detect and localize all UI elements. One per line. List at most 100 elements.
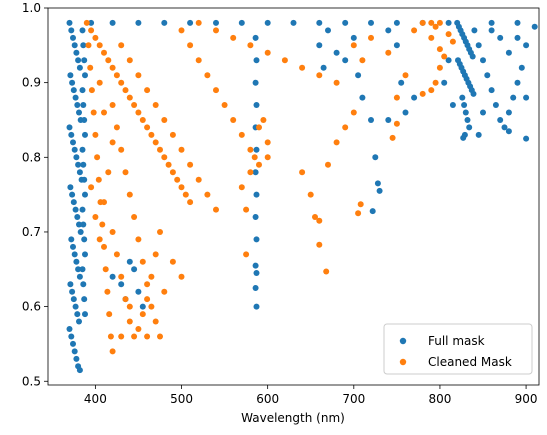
- data-point: [316, 42, 323, 49]
- data-point: [152, 139, 159, 146]
- data-point: [88, 19, 95, 26]
- data-point: [73, 154, 80, 161]
- data-point: [230, 117, 237, 123]
- data-point: [161, 117, 168, 123]
- data-point: [350, 34, 357, 41]
- x-tick-label: 600: [256, 392, 279, 406]
- data-point: [72, 206, 79, 213]
- data-point: [464, 117, 471, 123]
- data-point: [118, 146, 125, 153]
- data-point: [68, 333, 75, 340]
- data-point: [148, 273, 155, 280]
- data-point: [256, 161, 262, 168]
- data-point: [69, 191, 76, 198]
- data-point: [74, 214, 81, 220]
- data-point: [252, 285, 259, 291]
- data-point: [169, 169, 176, 176]
- data-point: [126, 57, 133, 64]
- data-point: [157, 229, 163, 235]
- data-point: [253, 57, 260, 64]
- data-point: [385, 49, 392, 56]
- data-point: [256, 124, 262, 131]
- data-point: [80, 221, 87, 228]
- data-point: [436, 19, 443, 26]
- data-point: [94, 154, 101, 161]
- data-point: [71, 146, 78, 153]
- data-point: [178, 184, 185, 191]
- data-point: [139, 303, 146, 310]
- data-point: [144, 124, 151, 131]
- data-point: [99, 221, 106, 228]
- data-point: [152, 102, 159, 108]
- data-point: [82, 72, 88, 79]
- data-point: [118, 42, 125, 49]
- data-point: [75, 266, 82, 273]
- data-point: [95, 176, 102, 183]
- data-point: [264, 154, 271, 161]
- data-point: [81, 296, 88, 303]
- data-point: [72, 94, 79, 101]
- x-tick-label: 500: [170, 392, 193, 406]
- data-point: [264, 139, 271, 146]
- data-point: [523, 135, 530, 142]
- data-point: [505, 109, 512, 116]
- series-cleaned-mask: [83, 19, 456, 355]
- data-point: [96, 42, 103, 49]
- data-point: [252, 79, 259, 86]
- data-point: [372, 154, 379, 161]
- data-point: [80, 42, 87, 49]
- data-point: [144, 87, 151, 94]
- data-point: [82, 191, 88, 198]
- data-point: [139, 117, 146, 123]
- x-tick-label: 900: [515, 392, 538, 406]
- data-point: [157, 333, 163, 340]
- data-point: [350, 109, 357, 116]
- data-point: [290, 19, 297, 26]
- data-point: [523, 42, 530, 49]
- data-point: [76, 273, 83, 280]
- data-point: [187, 199, 194, 206]
- data-point: [398, 79, 405, 86]
- data-point: [109, 139, 116, 146]
- data-point: [79, 87, 86, 94]
- data-point: [88, 184, 95, 191]
- data-point: [152, 318, 159, 325]
- data-point: [369, 208, 376, 215]
- data-point: [252, 169, 259, 176]
- data-point: [131, 102, 138, 108]
- data-point: [350, 42, 357, 49]
- data-point: [76, 221, 82, 228]
- data-point: [323, 268, 330, 275]
- data-point: [182, 191, 189, 198]
- data-point: [251, 154, 258, 161]
- data-point: [88, 87, 95, 94]
- y-tick-label: 0.8: [22, 150, 41, 164]
- data-point: [67, 184, 74, 191]
- data-point: [135, 288, 142, 295]
- data-point: [488, 87, 495, 94]
- data-point: [148, 131, 155, 138]
- data-point: [466, 124, 473, 131]
- data-point: [75, 57, 82, 64]
- data-point: [102, 266, 109, 273]
- data-point: [316, 217, 323, 224]
- data-point: [169, 258, 176, 265]
- data-point: [109, 348, 116, 355]
- data-point: [252, 34, 259, 41]
- data-point: [253, 191, 260, 198]
- data-point: [213, 19, 219, 26]
- data-point: [252, 214, 259, 220]
- data-point: [393, 120, 400, 127]
- data-point: [109, 273, 116, 280]
- data-point: [144, 333, 151, 340]
- data-point: [105, 57, 112, 64]
- data-point: [80, 102, 87, 108]
- data-point: [135, 326, 142, 332]
- data-point: [83, 19, 90, 26]
- data-point: [368, 34, 374, 41]
- data-point: [66, 19, 73, 26]
- data-point: [393, 42, 400, 49]
- data-point: [79, 266, 86, 273]
- data-point: [247, 42, 254, 49]
